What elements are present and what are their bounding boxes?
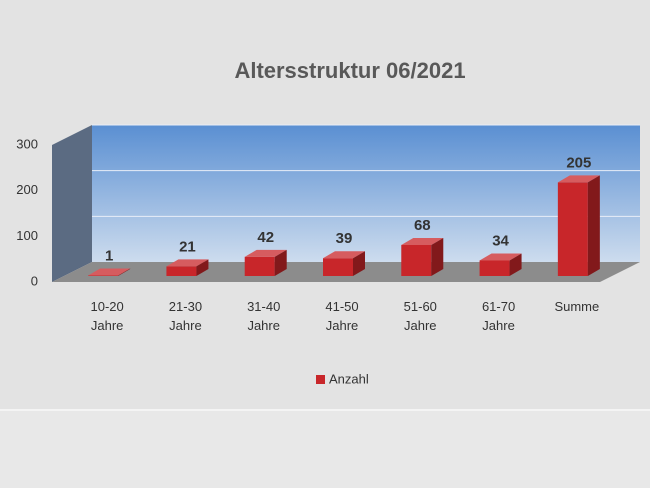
x-tick-label: 21-30 Jahre bbox=[169, 299, 202, 333]
bar-side bbox=[587, 175, 600, 276]
bar-side bbox=[274, 249, 287, 276]
back-wall bbox=[92, 125, 640, 262]
bar-front bbox=[166, 266, 197, 276]
side-wall bbox=[52, 125, 92, 282]
y-tick-label: 300 bbox=[16, 136, 38, 151]
value-label: 205 bbox=[566, 154, 591, 171]
value-label: 68 bbox=[414, 217, 431, 234]
bar-front bbox=[557, 182, 588, 276]
footer-area bbox=[0, 410, 650, 488]
bar-side bbox=[118, 268, 131, 276]
bar bbox=[244, 249, 287, 276]
bar-top bbox=[401, 237, 444, 245]
bar bbox=[166, 259, 209, 276]
bar-front bbox=[479, 260, 510, 276]
value-label: 1 bbox=[105, 248, 113, 265]
y-tick-label: 0 bbox=[31, 273, 38, 288]
x-tick-label: 41-50 Jahre bbox=[325, 299, 358, 333]
bar-top bbox=[88, 268, 131, 276]
y-tick-label: 100 bbox=[16, 228, 38, 243]
x-tick-label: 31-40 Jahre bbox=[247, 299, 280, 333]
value-label: 34 bbox=[492, 232, 509, 249]
plot-area: 0 100 200 300 10-20 Jahre 1 21-30 Jahre 21 31-40 Ja… bbox=[16, 124, 640, 386]
bar-top bbox=[479, 253, 522, 261]
y-tick-label: 200 bbox=[16, 182, 38, 197]
bar-front bbox=[244, 256, 275, 276]
value-label: 42 bbox=[257, 229, 274, 246]
x-tick-label: 10-20 Jahre bbox=[91, 299, 124, 333]
bar bbox=[557, 175, 600, 276]
bar-top bbox=[244, 249, 287, 257]
x-tick-label: 51-60 Jahre bbox=[404, 299, 437, 333]
x-tick-label: Summe bbox=[554, 299, 599, 314]
value-label: 39 bbox=[336, 230, 353, 247]
bar-side bbox=[431, 237, 444, 276]
bar-top bbox=[323, 251, 365, 259]
chart-title: Altersstruktur 06/2021 bbox=[234, 58, 465, 83]
bar-front bbox=[323, 258, 353, 276]
bar-side bbox=[353, 251, 365, 276]
bar-side bbox=[509, 253, 522, 276]
value-label: 21 bbox=[179, 238, 196, 255]
bar-side bbox=[196, 259, 209, 276]
bar-top bbox=[557, 175, 600, 183]
bar bbox=[479, 253, 522, 276]
legend-swatch bbox=[316, 375, 325, 384]
bar-front bbox=[401, 244, 432, 276]
legend-label: Anzahl bbox=[329, 371, 369, 386]
bar bbox=[401, 237, 444, 276]
bar-top bbox=[166, 259, 209, 267]
bar bbox=[88, 268, 131, 276]
bar bbox=[323, 251, 365, 276]
x-tick-label: 61-70 Jahre bbox=[482, 299, 515, 333]
